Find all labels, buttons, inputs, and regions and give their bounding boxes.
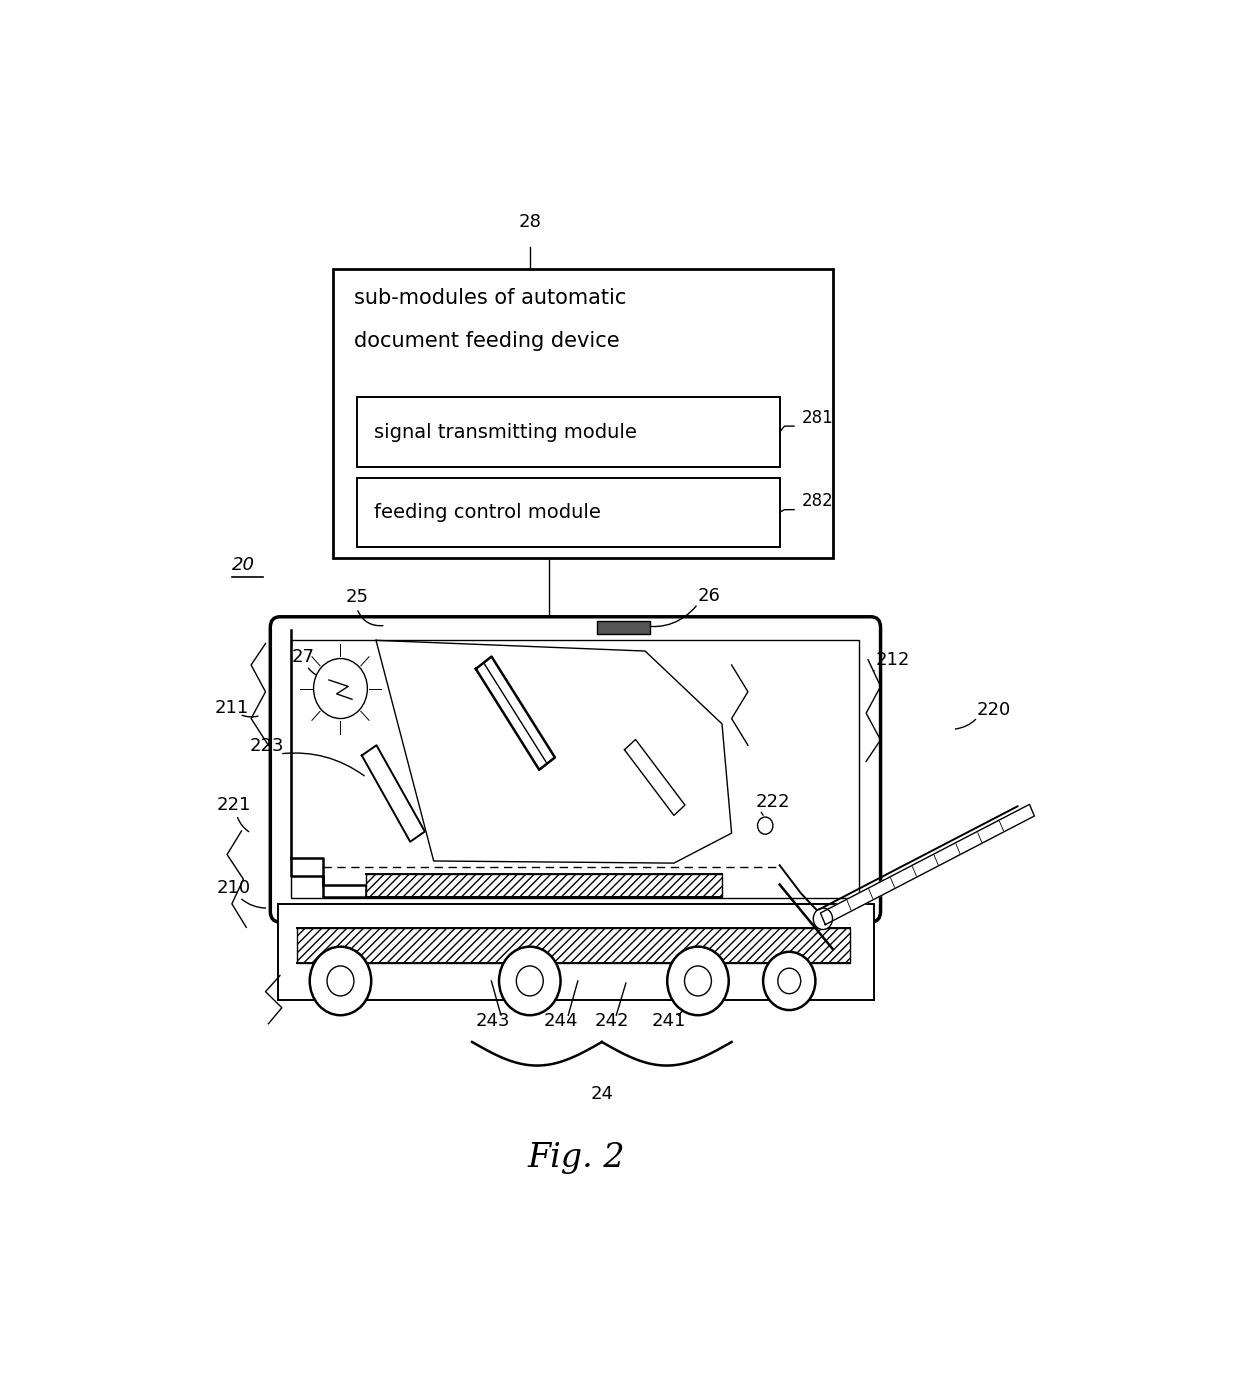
Bar (298, 928, 849, 963)
Text: 222: 222 (755, 793, 790, 811)
Text: document feeding device: document feeding device (353, 331, 620, 351)
Circle shape (516, 965, 543, 996)
Text: signal transmitting module: signal transmitting module (374, 423, 637, 441)
Text: 27: 27 (291, 648, 315, 666)
Text: 211: 211 (215, 700, 249, 718)
Text: 243: 243 (476, 1011, 511, 1029)
Text: 210: 210 (217, 879, 250, 897)
Polygon shape (362, 746, 425, 842)
Text: 223: 223 (249, 737, 284, 755)
FancyBboxPatch shape (357, 477, 780, 547)
Circle shape (314, 658, 367, 719)
Circle shape (327, 965, 353, 996)
Bar (367, 874, 722, 897)
Circle shape (684, 965, 712, 996)
FancyBboxPatch shape (357, 398, 780, 467)
Polygon shape (625, 740, 684, 815)
FancyBboxPatch shape (270, 616, 880, 922)
Text: sub-modules of automatic: sub-modules of automatic (353, 288, 626, 307)
Text: 281: 281 (802, 409, 833, 427)
Text: 25: 25 (345, 588, 368, 606)
FancyBboxPatch shape (278, 904, 874, 1000)
Text: 242: 242 (594, 1011, 629, 1029)
Text: 212: 212 (875, 651, 910, 669)
Circle shape (667, 947, 729, 1015)
Circle shape (813, 908, 832, 929)
Circle shape (763, 951, 816, 1010)
FancyBboxPatch shape (332, 268, 832, 558)
Polygon shape (476, 657, 556, 769)
Text: 241: 241 (652, 1011, 686, 1029)
Text: 28: 28 (518, 213, 541, 231)
Text: 220: 220 (977, 701, 1011, 719)
Text: Fig. 2: Fig. 2 (527, 1142, 625, 1174)
Circle shape (777, 968, 801, 993)
Text: 221: 221 (217, 796, 250, 814)
Text: 282: 282 (802, 492, 833, 510)
Circle shape (310, 947, 371, 1015)
Text: 26: 26 (698, 587, 720, 605)
Circle shape (498, 947, 560, 1015)
Text: 20: 20 (232, 556, 255, 574)
Text: 24: 24 (590, 1085, 614, 1103)
Polygon shape (821, 804, 1034, 925)
Circle shape (758, 817, 773, 835)
FancyBboxPatch shape (291, 640, 859, 899)
Text: 244: 244 (543, 1011, 578, 1029)
FancyBboxPatch shape (596, 620, 650, 634)
Text: feeding control module: feeding control module (374, 502, 601, 522)
